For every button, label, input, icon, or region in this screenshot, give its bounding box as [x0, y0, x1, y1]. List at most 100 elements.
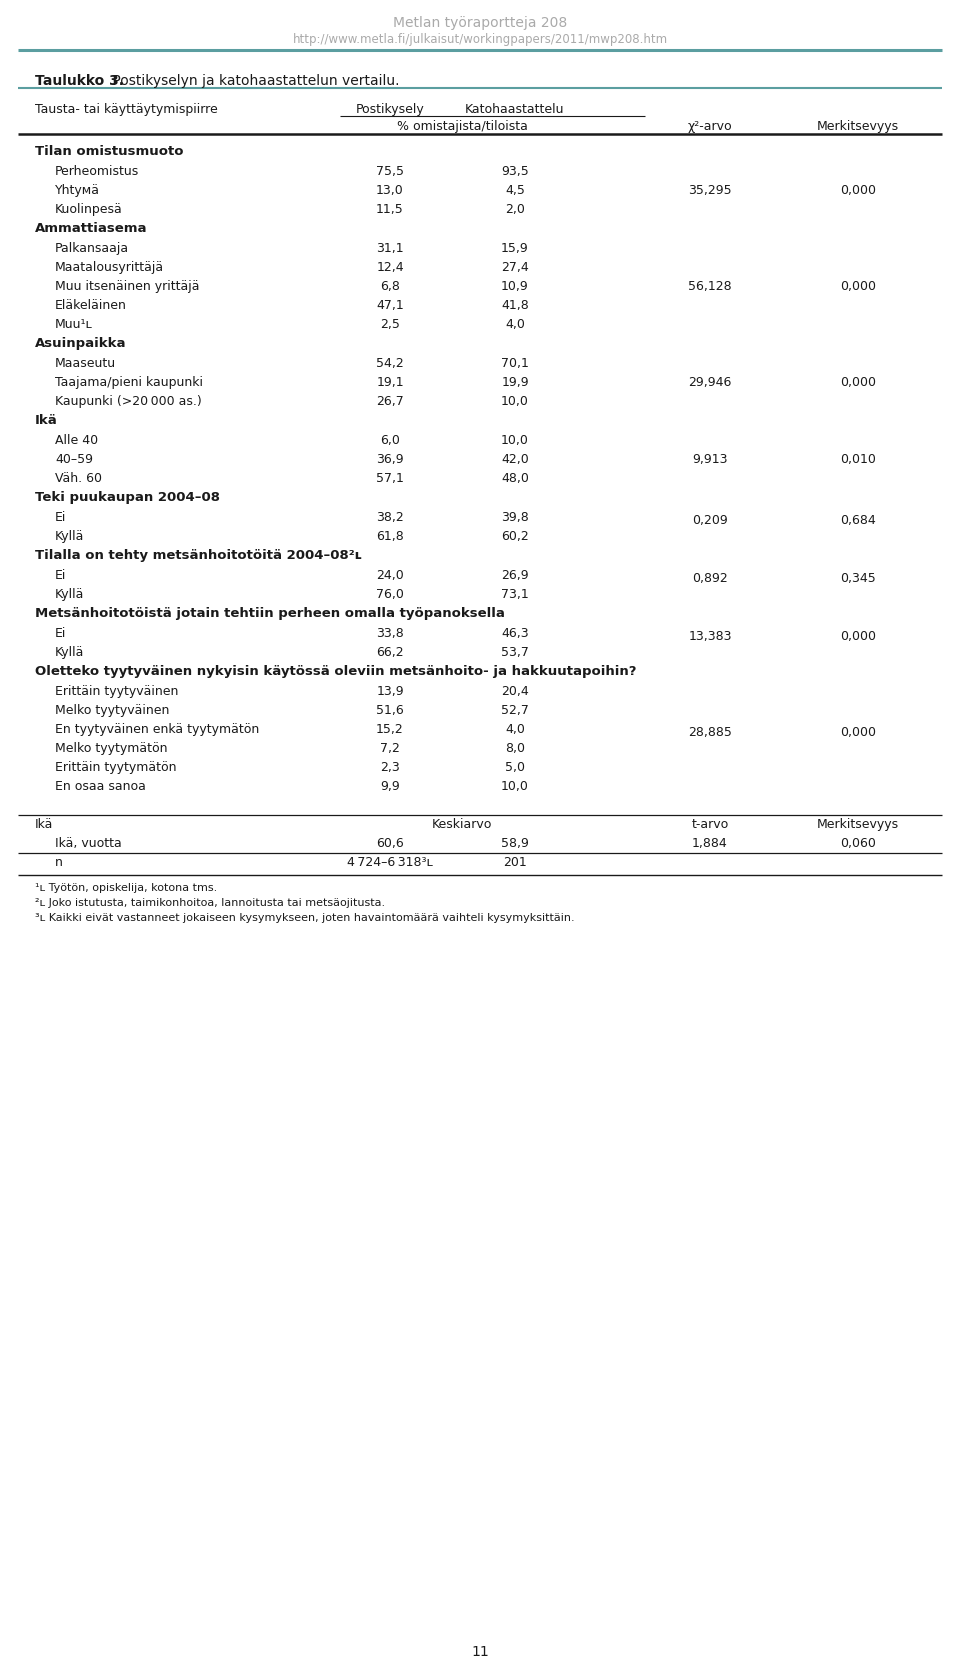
Text: 0,060: 0,060: [840, 836, 876, 850]
Text: 70,1: 70,1: [501, 357, 529, 370]
Text: 33,8: 33,8: [376, 627, 404, 640]
Text: Metlan työraportteja 208: Metlan työraportteja 208: [393, 17, 567, 30]
Text: 28,885: 28,885: [688, 726, 732, 739]
Text: Palkansaaja: Palkansaaja: [55, 241, 130, 255]
Text: 0,345: 0,345: [840, 572, 876, 585]
Text: Merkitsevyys: Merkitsevyys: [817, 121, 900, 132]
Text: Maaseutu: Maaseutu: [55, 357, 116, 370]
Text: 0,000: 0,000: [840, 280, 876, 293]
Text: 47,1: 47,1: [376, 298, 404, 312]
Text: 2,0: 2,0: [505, 203, 525, 216]
Text: Perheomistus: Perheomistus: [55, 164, 139, 178]
Text: 75,5: 75,5: [376, 164, 404, 178]
Text: 13,0: 13,0: [376, 184, 404, 198]
Text: 61,8: 61,8: [376, 530, 404, 543]
Text: Melko tyytyväinen: Melko tyytyväinen: [55, 704, 169, 717]
Text: ¹ʟ Työtön, opiskelija, kotona tms.: ¹ʟ Työtön, opiskelija, kotona tms.: [35, 883, 217, 893]
Text: 9,913: 9,913: [692, 453, 728, 466]
Text: ³ʟ Kaikki eivät vastanneet jokaiseen kysymykseen, joten havaintomäärä vaihteli k: ³ʟ Kaikki eivät vastanneet jokaiseen kys…: [35, 913, 575, 923]
Text: 10,0: 10,0: [501, 434, 529, 447]
Text: 4 724–6 318³ʟ: 4 724–6 318³ʟ: [348, 856, 433, 868]
Text: 2,3: 2,3: [380, 761, 400, 774]
Text: Maatalousyrittäjä: Maatalousyrittäjä: [55, 261, 164, 273]
Text: n: n: [55, 856, 62, 868]
Text: Muu itsenäinen yrittäjä: Muu itsenäinen yrittäjä: [55, 280, 200, 293]
Text: 0,010: 0,010: [840, 453, 876, 466]
Text: 11,5: 11,5: [376, 203, 404, 216]
Text: 11: 11: [471, 1646, 489, 1659]
Text: 93,5: 93,5: [501, 164, 529, 178]
Text: 0,209: 0,209: [692, 515, 728, 526]
Text: 0,684: 0,684: [840, 515, 876, 526]
Text: 56,128: 56,128: [688, 280, 732, 293]
Text: 13,383: 13,383: [688, 630, 732, 644]
Text: Oletteko tyytyväinen nykyisin käytössä oleviin metsänhoito- ja hakkuutapoihin?: Oletteko tyytyväinen nykyisin käytössä o…: [35, 665, 636, 679]
Text: 58,9: 58,9: [501, 836, 529, 850]
Text: 10,0: 10,0: [501, 779, 529, 793]
Text: 27,4: 27,4: [501, 261, 529, 273]
Text: % omistajista/tiloista: % omistajista/tiloista: [396, 121, 527, 132]
Text: Kyllä: Kyllä: [55, 645, 84, 659]
Text: 54,2: 54,2: [376, 357, 404, 370]
Text: Ikä: Ikä: [35, 414, 58, 427]
Text: t-arvo: t-arvo: [691, 818, 729, 831]
Text: 60,2: 60,2: [501, 530, 529, 543]
Text: 66,2: 66,2: [376, 645, 404, 659]
Text: 0,000: 0,000: [840, 630, 876, 644]
Text: 0,000: 0,000: [840, 375, 876, 389]
Text: 1,884: 1,884: [692, 836, 728, 850]
Text: 4,5: 4,5: [505, 184, 525, 198]
Text: Ikä, vuotta: Ikä, vuotta: [55, 836, 122, 850]
Text: 4,0: 4,0: [505, 318, 525, 330]
Text: Alle 40: Alle 40: [55, 434, 98, 447]
Text: Ei: Ei: [55, 627, 66, 640]
Text: 201: 201: [503, 856, 527, 868]
Text: 48,0: 48,0: [501, 473, 529, 484]
Text: 31,1: 31,1: [376, 241, 404, 255]
Text: 29,946: 29,946: [688, 375, 732, 389]
Text: 24,0: 24,0: [376, 568, 404, 582]
Text: 6,0: 6,0: [380, 434, 400, 447]
Text: 52,7: 52,7: [501, 704, 529, 717]
Text: 12,4: 12,4: [376, 261, 404, 273]
Text: Metsänhoitotöistä jotain tehtiin perheen omalla työpanoksella: Metsänhoitotöistä jotain tehtiin perheen…: [35, 607, 505, 620]
Text: Asuinpaikka: Asuinpaikka: [35, 337, 127, 350]
Text: Tausta- tai käyttäytymispiirre: Tausta- tai käyttäytymispiirre: [35, 102, 218, 116]
Text: 4,0: 4,0: [505, 722, 525, 736]
Text: En tyytyväinen enkä tyytymätön: En tyytyväinen enkä tyytymätön: [55, 722, 259, 736]
Text: 42,0: 42,0: [501, 453, 529, 466]
Text: 0,000: 0,000: [840, 726, 876, 739]
Text: 38,2: 38,2: [376, 511, 404, 525]
Text: χ²-arvo: χ²-arvo: [687, 121, 732, 132]
Text: Tilan omistusmuoto: Tilan omistusmuoto: [35, 146, 183, 158]
Text: 26,9: 26,9: [501, 568, 529, 582]
Text: 7,2: 7,2: [380, 742, 400, 754]
Text: 10,0: 10,0: [501, 396, 529, 407]
Text: 5,0: 5,0: [505, 761, 525, 774]
Text: 51,6: 51,6: [376, 704, 404, 717]
Text: Katohaastattelu: Katohaastattelu: [466, 102, 564, 116]
Text: 40–59: 40–59: [55, 453, 93, 466]
Text: 13,9: 13,9: [376, 685, 404, 697]
Text: 73,1: 73,1: [501, 588, 529, 602]
Text: 0,000: 0,000: [840, 184, 876, 198]
Text: 46,3: 46,3: [501, 627, 529, 640]
Text: Eläkeläinen: Eläkeläinen: [55, 298, 127, 312]
Text: Postikyselyn ja katohaastattelun vertailu.: Postikyselyn ja katohaastattelun vertail…: [108, 74, 399, 89]
Text: 10,9: 10,9: [501, 280, 529, 293]
Text: 15,9: 15,9: [501, 241, 529, 255]
Text: Melko tyytymätön: Melko tyytymätön: [55, 742, 167, 754]
Text: Yhtyмä: Yhtyмä: [55, 184, 100, 198]
Text: 41,8: 41,8: [501, 298, 529, 312]
Text: 53,7: 53,7: [501, 645, 529, 659]
Text: 19,9: 19,9: [501, 375, 529, 389]
Text: Kyllä: Kyllä: [55, 588, 84, 602]
Text: 19,1: 19,1: [376, 375, 404, 389]
Text: 60,6: 60,6: [376, 836, 404, 850]
Text: 26,7: 26,7: [376, 396, 404, 407]
Text: 8,0: 8,0: [505, 742, 525, 754]
Text: En osaa sanoa: En osaa sanoa: [55, 779, 146, 793]
Text: Kaupunki (>20 000 as.): Kaupunki (>20 000 as.): [55, 396, 202, 407]
Text: 76,0: 76,0: [376, 588, 404, 602]
Text: 9,9: 9,9: [380, 779, 400, 793]
